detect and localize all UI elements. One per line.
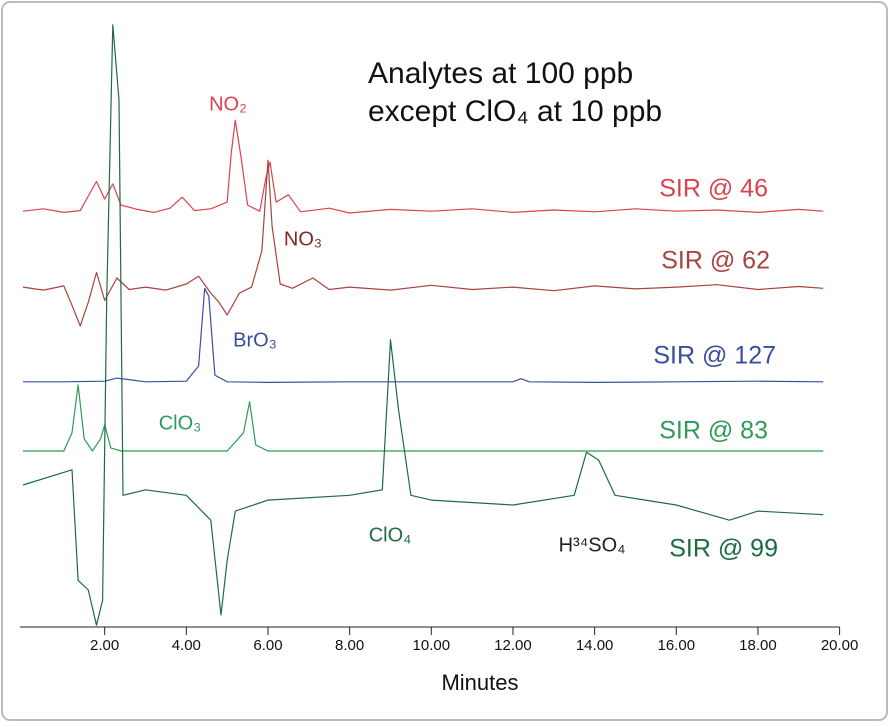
x-tick-label: 16.00 <box>658 637 696 654</box>
series-line <box>22 24 824 626</box>
series-labels: SIR @ 46 SIR @ 62 SIR @ 127 SIR @ 83 SIR… <box>653 175 778 563</box>
series-label: SIR @ 83 <box>659 417 768 445</box>
x-tick-label: 8.00 <box>335 637 364 654</box>
series-label: SIR @ 127 <box>653 342 776 370</box>
annotation: H³⁴SO₄ <box>559 534 626 556</box>
annotations: NO₂ NO₃ BrO₃ ClO₃ ClO₄ H³⁴SO₄ <box>159 93 626 556</box>
series-label: SIR @ 46 <box>659 175 768 203</box>
x-tick-label: 6.00 <box>253 637 282 654</box>
series-label: SIR @ 62 <box>661 247 770 275</box>
series-line <box>23 287 824 383</box>
annotation: NO₂ <box>209 93 247 115</box>
annotation: BrO₃ <box>233 329 277 351</box>
annotation: ClO₄ <box>369 524 412 546</box>
annotation: NO₃ <box>284 228 322 250</box>
chart-title: Analytes at 100 ppb <box>368 57 633 90</box>
x-tick-label: 2.00 <box>90 637 119 654</box>
x-tick-label: 12.00 <box>494 637 532 654</box>
x-tick-label: 4.00 <box>172 637 201 654</box>
annotation: ClO₃ <box>159 412 202 434</box>
series-line <box>23 384 824 452</box>
chart-subtitle: except ClO₄ at 10 ppb <box>368 95 662 128</box>
x-tick-label: 14.00 <box>576 637 614 654</box>
x-tick-label: 20.00 <box>821 637 859 654</box>
x-tick-label: 10.00 <box>413 637 451 654</box>
series-label: SIR @ 99 <box>669 535 778 563</box>
series-line <box>22 159 824 327</box>
x-axis-label: Minutes <box>441 670 518 695</box>
x-tick-label: 18.00 <box>739 637 777 654</box>
